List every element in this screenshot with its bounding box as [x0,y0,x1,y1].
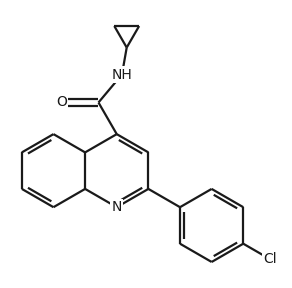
Text: NH: NH [112,67,132,82]
Text: N: N [112,200,122,214]
Text: O: O [57,96,67,109]
Text: Cl: Cl [263,252,277,266]
